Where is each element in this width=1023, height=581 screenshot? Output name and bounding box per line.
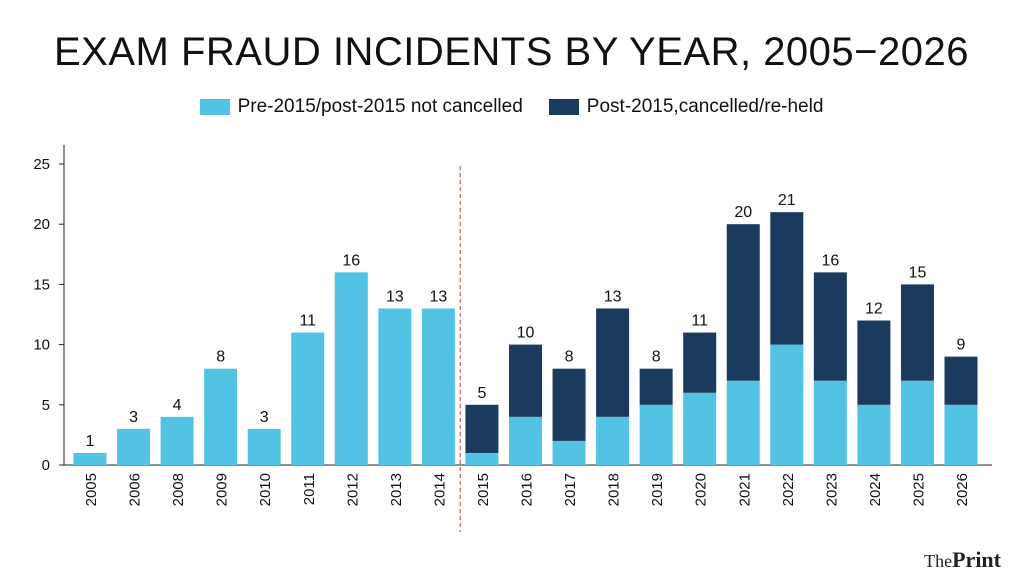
x-tick-label-2010: 2010 bbox=[257, 473, 274, 506]
x-tick-label-2014: 2014 bbox=[431, 473, 448, 506]
data-label-2005: 1 bbox=[86, 433, 95, 450]
x-tick-label-2015: 2015 bbox=[475, 473, 492, 506]
x-tick-label-2013: 2013 bbox=[388, 473, 405, 506]
data-label-2017: 8 bbox=[565, 349, 574, 366]
bar-not-cancelled-2018 bbox=[596, 416, 630, 465]
x-tick-label-2012: 2012 bbox=[344, 473, 361, 506]
x-tick-label-2022: 2022 bbox=[780, 473, 797, 506]
data-label-2025: 15 bbox=[909, 264, 927, 281]
data-label-2009: 8 bbox=[216, 349, 225, 366]
bar-cancelled-2023 bbox=[813, 272, 847, 381]
bar-not-cancelled-2017 bbox=[552, 440, 586, 465]
bar-not-cancelled-2022 bbox=[770, 344, 804, 465]
x-tick-label-2017: 2017 bbox=[562, 473, 579, 506]
x-tick-label-2019: 2019 bbox=[649, 473, 666, 506]
bar-cancelled-2016 bbox=[509, 344, 542, 417]
x-tick-label-2009: 2009 bbox=[214, 473, 231, 506]
x-tick-label-2016: 2016 bbox=[519, 473, 536, 506]
y-tick-label: 15 bbox=[33, 276, 50, 293]
bar-not-cancelled-2014 bbox=[421, 308, 455, 465]
bar-cancelled-2019 bbox=[639, 368, 673, 405]
x-tick-label-2018: 2018 bbox=[606, 473, 623, 506]
bar-cancelled-2021 bbox=[726, 224, 760, 381]
data-label-2022: 21 bbox=[778, 192, 796, 209]
data-label-2006: 3 bbox=[129, 409, 138, 426]
bar-not-cancelled-2025 bbox=[900, 380, 934, 465]
data-label-2019: 8 bbox=[652, 349, 661, 366]
data-label-2021: 20 bbox=[734, 204, 752, 221]
data-label-2012: 16 bbox=[342, 252, 360, 269]
data-label-2008: 4 bbox=[173, 397, 182, 414]
x-tick-label-2026: 2026 bbox=[954, 473, 971, 506]
x-tick-label-2005: 2005 bbox=[83, 473, 100, 506]
bar-not-cancelled-2015 bbox=[465, 452, 499, 465]
x-tick-label-2025: 2025 bbox=[910, 473, 927, 506]
legend-label-cancelled: Post-2015,cancelled/re-held bbox=[586, 96, 824, 117]
data-label-2026: 9 bbox=[957, 337, 966, 354]
x-tick-label-2006: 2006 bbox=[127, 473, 144, 506]
data-label-2020: 11 bbox=[691, 313, 708, 330]
x-tick-label-2020: 2020 bbox=[693, 473, 710, 506]
x-tick-label-2024: 2024 bbox=[867, 473, 884, 506]
data-label-2024: 12 bbox=[865, 301, 883, 318]
legend-swatch-cancelled bbox=[548, 99, 579, 115]
x-tick-label-2008: 2008 bbox=[170, 473, 187, 506]
data-label-2018: 13 bbox=[604, 288, 622, 305]
brand-prefix: The bbox=[924, 551, 953, 571]
bar-not-cancelled-2026 bbox=[944, 404, 978, 465]
bar-not-cancelled-2011 bbox=[291, 332, 325, 465]
y-tick-label: 0 bbox=[42, 457, 50, 474]
bar-cancelled-2026 bbox=[944, 356, 978, 405]
bar-cancelled-2020 bbox=[683, 332, 717, 393]
bar-not-cancelled-2010 bbox=[247, 428, 281, 465]
y-tick-label: 5 bbox=[42, 397, 50, 414]
legend-item-not-cancelled: Pre-2015/post-2015 not cancelled bbox=[199, 96, 523, 118]
legend-label-not-cancelled: Pre-2015/post-2015 not cancelled bbox=[237, 96, 523, 117]
data-label-2015: 5 bbox=[477, 385, 486, 402]
data-label-2016: 10 bbox=[517, 325, 535, 342]
bar-cancelled-2015 bbox=[465, 404, 499, 453]
data-label-2014: 13 bbox=[430, 288, 448, 305]
bar-cancelled-2025 bbox=[900, 284, 934, 381]
x-tick-label-2023: 2023 bbox=[823, 473, 840, 506]
legend: Pre-2015/post-2015 not cancelled Post-20… bbox=[0, 96, 1023, 118]
bar-not-cancelled-2012 bbox=[334, 272, 368, 465]
data-label-2010: 3 bbox=[260, 409, 269, 426]
bar-not-cancelled-2021 bbox=[726, 380, 760, 465]
bar-not-cancelled-2024 bbox=[857, 404, 891, 465]
y-tick-label: 25 bbox=[33, 156, 50, 173]
y-tick-label: 10 bbox=[33, 337, 50, 354]
data-label-2013: 13 bbox=[386, 288, 404, 305]
bar-cancelled-2024 bbox=[857, 320, 891, 405]
bar-not-cancelled-2020 bbox=[683, 392, 717, 465]
chart-title: EXAM FRAUD INCIDENTS BY YEAR, 2005−2026 bbox=[53, 30, 970, 74]
legend-swatch-not-cancelled bbox=[199, 99, 230, 115]
bar-not-cancelled-2019 bbox=[639, 404, 673, 465]
bar-cancelled-2017 bbox=[552, 368, 586, 441]
data-label-2023: 16 bbox=[821, 252, 839, 269]
y-tick-label: 20 bbox=[33, 216, 50, 233]
bar-not-cancelled-2016 bbox=[509, 416, 542, 465]
bar-not-cancelled-2008 bbox=[160, 416, 194, 465]
x-tick-label-2021: 2021 bbox=[736, 473, 753, 506]
bar-not-cancelled-2006 bbox=[117, 428, 151, 465]
bar-not-cancelled-2005 bbox=[73, 452, 107, 465]
brand-name: Print bbox=[952, 547, 1001, 572]
brand-logo: ThePrint bbox=[924, 547, 1001, 573]
bar-cancelled-2018 bbox=[596, 308, 630, 417]
bar-cancelled-2022 bbox=[770, 212, 804, 345]
legend-item-cancelled: Post-2015,cancelled/re-held bbox=[548, 96, 824, 118]
bar-not-cancelled-2023 bbox=[813, 380, 847, 465]
bar-not-cancelled-2009 bbox=[204, 368, 238, 465]
bar-not-cancelled-2013 bbox=[378, 308, 412, 465]
x-tick-label-2011: 2011 bbox=[301, 473, 318, 505]
data-label-2011: 11 bbox=[299, 313, 316, 330]
